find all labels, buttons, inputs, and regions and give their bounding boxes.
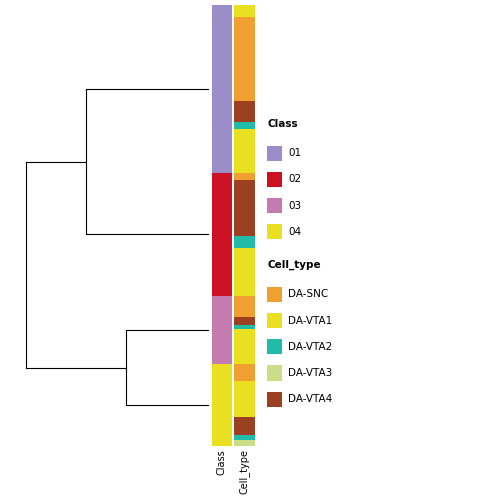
Bar <box>234 5 255 17</box>
Text: DA-VTA3: DA-VTA3 <box>288 368 333 378</box>
Text: DA-VTA1: DA-VTA1 <box>288 316 333 326</box>
Bar <box>234 235 255 248</box>
Bar <box>212 364 232 446</box>
Text: 04: 04 <box>288 227 301 237</box>
Text: Class: Class <box>267 118 298 129</box>
Bar <box>234 440 255 446</box>
Bar <box>234 248 255 296</box>
Bar <box>234 180 255 235</box>
Bar <box>234 129 255 172</box>
Text: Cell_type: Cell_type <box>267 260 321 270</box>
Text: 02: 02 <box>288 174 301 184</box>
Bar <box>234 417 255 435</box>
Text: 01: 01 <box>288 148 301 158</box>
Bar <box>234 435 255 440</box>
Bar <box>234 101 255 122</box>
Bar <box>234 17 255 101</box>
Bar <box>234 364 255 381</box>
Text: DA-VTA2: DA-VTA2 <box>288 342 333 352</box>
Text: DA-SNC: DA-SNC <box>288 289 329 299</box>
Bar <box>234 326 255 329</box>
Bar <box>234 172 255 180</box>
Bar <box>234 317 255 326</box>
Text: 03: 03 <box>288 201 301 211</box>
Bar <box>234 381 255 417</box>
Bar <box>234 122 255 129</box>
Bar <box>234 296 255 317</box>
Bar <box>212 172 232 296</box>
Bar <box>234 329 255 364</box>
Text: DA-VTA4: DA-VTA4 <box>288 394 333 404</box>
Bar <box>212 5 232 172</box>
Bar <box>212 296 232 364</box>
